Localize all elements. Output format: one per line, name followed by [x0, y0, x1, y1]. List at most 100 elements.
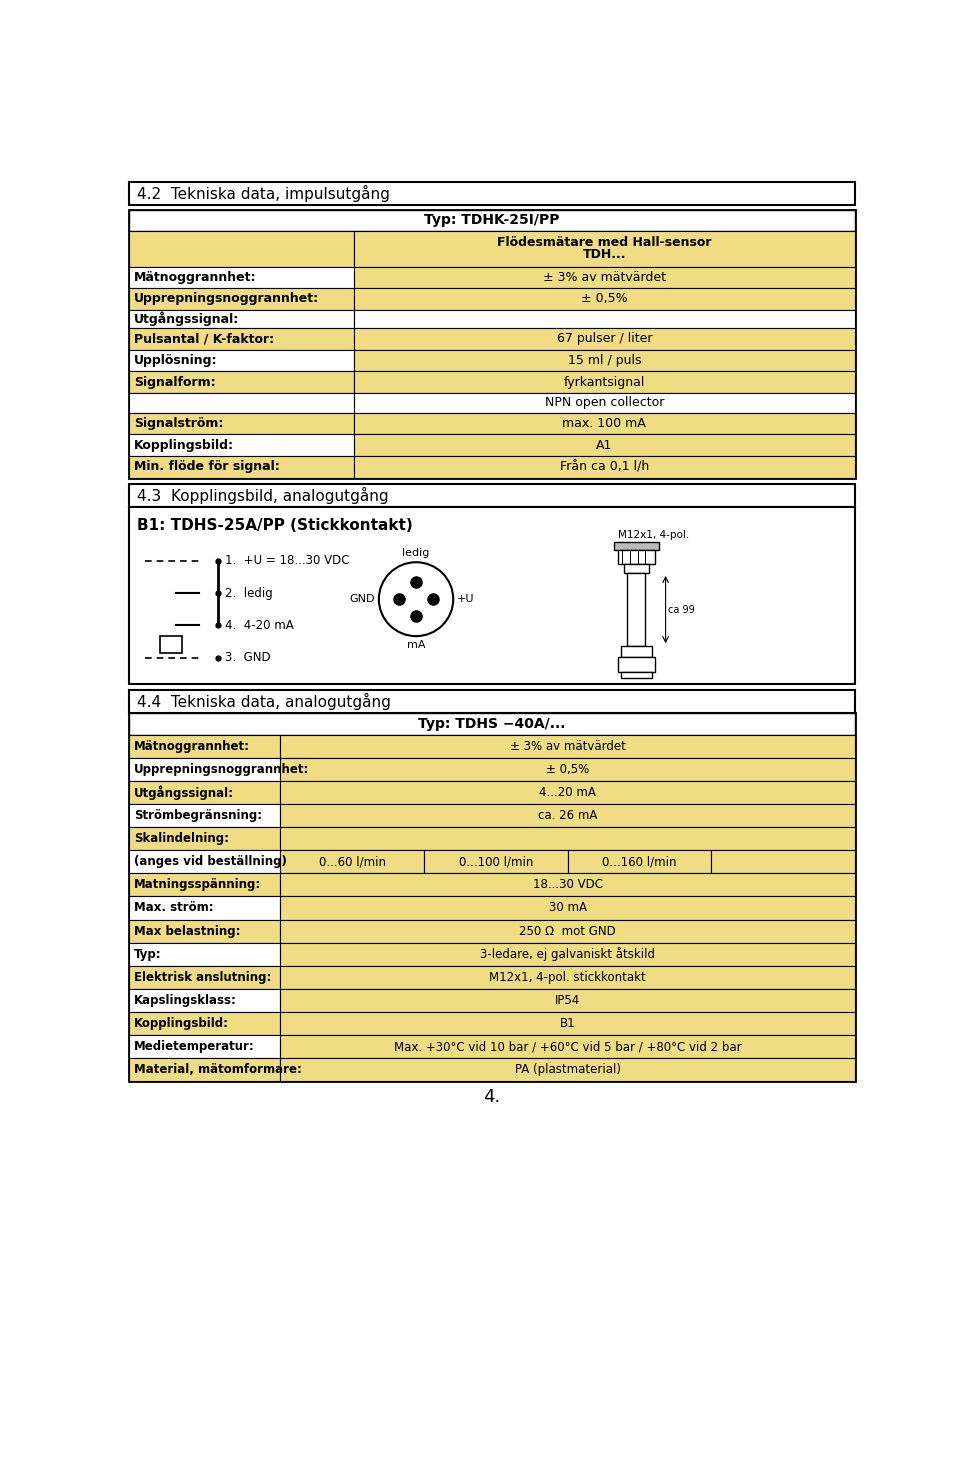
Text: 4.2  Tekniska data, impulsutgång: 4.2 Tekniska data, impulsutgång: [137, 184, 390, 202]
Text: Min. flöde för signal:: Min. flöde för signal:: [134, 460, 279, 473]
Bar: [354, 372, 854, 392]
Bar: [130, 435, 354, 455]
Text: GND: GND: [349, 594, 375, 605]
Bar: [130, 1012, 280, 1035]
Text: Typ:: Typ:: [134, 947, 161, 960]
Text: 30 mA: 30 mA: [548, 902, 587, 915]
Bar: [280, 874, 854, 896]
Bar: [280, 988, 854, 1012]
Bar: [130, 988, 280, 1012]
Bar: [424, 851, 567, 874]
Text: 15 ml / puls: 15 ml / puls: [567, 354, 641, 367]
Text: 3-ledare, ej galvaniskt åtskild: 3-ledare, ej galvaniskt åtskild: [480, 947, 655, 962]
Bar: [130, 209, 854, 231]
Text: M12x1, 4-pol. stickkontakt: M12x1, 4-pol. stickkontakt: [490, 971, 646, 984]
Bar: [354, 266, 854, 288]
Bar: [621, 672, 652, 678]
Bar: [354, 288, 854, 310]
Text: 3.  GND: 3. GND: [225, 651, 271, 665]
Text: Kopplingsbild:: Kopplingsbild:: [134, 439, 234, 452]
Bar: [130, 231, 354, 266]
Text: Max. +30°C vid 10 bar / +60°C vid 5 bar / +80°C vid 2 bar: Max. +30°C vid 10 bar / +60°C vid 5 bar …: [394, 1039, 741, 1053]
Text: Utgångssignal:: Utgångssignal:: [134, 785, 234, 799]
Bar: [130, 690, 854, 713]
Bar: [130, 350, 354, 372]
Bar: [130, 966, 280, 988]
Text: Typ: TDHS −40A/...: Typ: TDHS −40A/...: [419, 717, 565, 731]
Bar: [354, 455, 854, 477]
Bar: [130, 874, 280, 896]
Text: 67 pulser / liter: 67 pulser / liter: [557, 332, 652, 346]
Bar: [280, 735, 854, 758]
Text: Utgångssignal:: Utgångssignal:: [134, 312, 239, 326]
Text: Skalindelning:: Skalindelning:: [134, 832, 228, 845]
Text: (anges vid beställning): (anges vid beställning): [134, 855, 287, 868]
Bar: [130, 209, 854, 477]
Text: Mätnoggrannhet:: Mätnoggrannhet:: [134, 739, 250, 752]
Bar: [711, 851, 854, 874]
Text: M12x1, 4-pol.: M12x1, 4-pol.: [617, 530, 688, 540]
Text: B1: B1: [560, 1017, 575, 1031]
Text: Flödesmätare med Hall-sensor: Flödesmätare med Hall-sensor: [497, 236, 711, 249]
Text: 0...160 l/min: 0...160 l/min: [602, 855, 677, 868]
Text: mA: mA: [407, 640, 425, 650]
Text: 1.  +U = 18...30 VDC: 1. +U = 18...30 VDC: [225, 555, 349, 567]
Bar: [613, 542, 659, 550]
Bar: [627, 572, 645, 646]
Text: TDH...: TDH...: [583, 249, 626, 262]
Text: ledig: ledig: [402, 548, 430, 558]
Bar: [354, 310, 854, 328]
Bar: [130, 483, 854, 507]
Bar: [130, 455, 354, 477]
Text: ± 0,5%: ± 0,5%: [546, 763, 589, 776]
Bar: [130, 896, 280, 919]
Bar: [280, 966, 854, 988]
Bar: [130, 413, 354, 435]
Text: Matningsspänning:: Matningsspänning:: [134, 878, 261, 892]
Bar: [130, 919, 280, 943]
Text: ± 3% av mätvärdet: ± 3% av mätvärdet: [542, 271, 666, 284]
Text: Pulsantal / K-faktor:: Pulsantal / K-faktor:: [134, 332, 274, 346]
Bar: [617, 657, 655, 672]
Bar: [130, 392, 354, 413]
Bar: [280, 758, 854, 780]
Bar: [130, 266, 354, 288]
Bar: [354, 413, 854, 435]
Text: Typ: TDHK-25I/PP: Typ: TDHK-25I/PP: [424, 214, 560, 227]
Text: 4.  4-20 mA: 4. 4-20 mA: [225, 619, 294, 632]
Bar: [130, 943, 280, 966]
Text: A1: A1: [596, 439, 612, 452]
Text: 4...20 mA: 4...20 mA: [540, 786, 596, 799]
Bar: [280, 1035, 854, 1058]
Bar: [130, 328, 354, 350]
Text: Max belastning:: Max belastning:: [134, 925, 240, 937]
Bar: [617, 550, 655, 564]
Bar: [130, 851, 280, 874]
Bar: [280, 827, 854, 851]
Text: Upplösning:: Upplösning:: [134, 354, 218, 367]
Text: Material, mätomformare:: Material, mätomformare:: [134, 1063, 301, 1076]
Text: 18...30 VDC: 18...30 VDC: [533, 878, 603, 892]
Text: IP54: IP54: [555, 994, 580, 1007]
Text: PA (plastmaterial): PA (plastmaterial): [515, 1063, 620, 1076]
Text: 4.3  Kopplingsbild, analogutgång: 4.3 Kopplingsbild, analogutgång: [137, 486, 389, 504]
Text: 0...60 l/min: 0...60 l/min: [319, 855, 386, 868]
Text: 0...100 l/min: 0...100 l/min: [459, 855, 533, 868]
Bar: [130, 372, 354, 392]
Bar: [130, 1035, 280, 1058]
Bar: [280, 943, 854, 966]
Bar: [130, 713, 854, 735]
Bar: [280, 780, 854, 804]
Text: ± 0,5%: ± 0,5%: [581, 293, 628, 306]
Bar: [130, 780, 280, 804]
Text: Från ca 0,1 l/h: Från ca 0,1 l/h: [560, 460, 649, 473]
Text: Signalström:: Signalström:: [134, 417, 224, 430]
Text: ± 3% av mätvärdet: ± 3% av mätvärdet: [510, 739, 626, 752]
Bar: [354, 392, 854, 413]
Text: Upprepningsnoggrannhet:: Upprepningsnoggrannhet:: [134, 293, 319, 306]
Text: 250 Ω  mot GND: 250 Ω mot GND: [519, 925, 616, 937]
Bar: [130, 182, 854, 205]
Text: 4.: 4.: [484, 1088, 500, 1105]
Bar: [160, 637, 182, 653]
Bar: [280, 1058, 854, 1082]
